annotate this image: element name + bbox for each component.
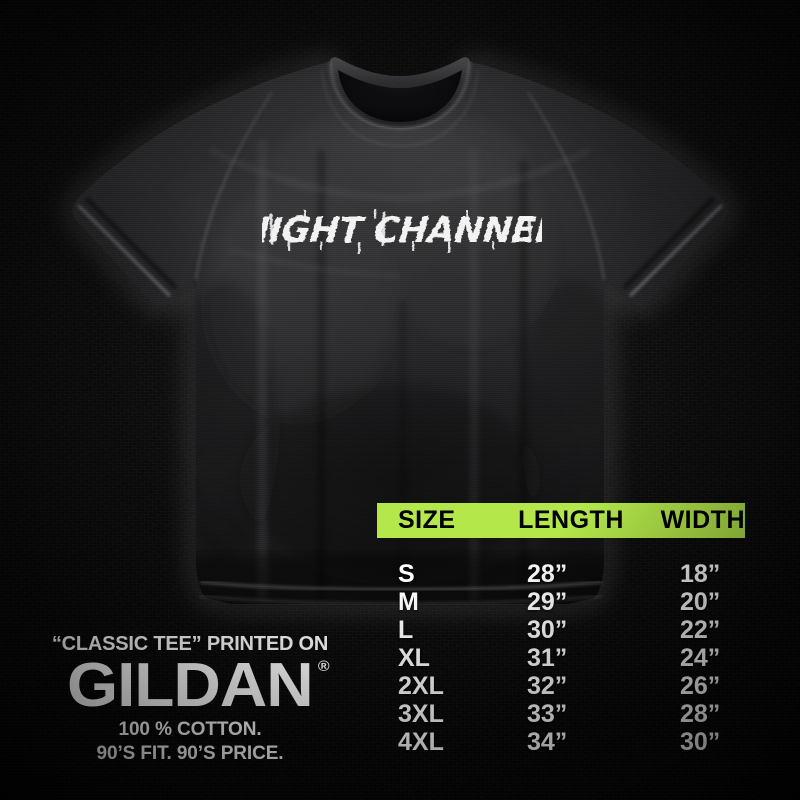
cell-width: 18” <box>680 560 721 588</box>
column-header-width: WIDTH <box>660 506 745 534</box>
table-row: 4XL 34” 30” <box>377 730 745 758</box>
cell-length: 33” <box>527 700 568 728</box>
cell-length: 34” <box>527 728 568 756</box>
size-chart: SIZE LENGTH WIDTH S 28” 18” M 29” 20” L … <box>377 503 745 758</box>
size-chart-header-bar: SIZE LENGTH WIDTH <box>377 503 745 538</box>
registered-trademark-icon: ® <box>318 658 330 675</box>
cell-length: 28” <box>527 560 568 588</box>
cell-length: 30” <box>527 616 568 644</box>
cell-width: 22” <box>680 616 721 644</box>
table-row: L 30” 22” <box>377 618 745 646</box>
cotton-detail-line: 100 % COTTON. <box>118 718 262 740</box>
table-row: S 28” 18” <box>377 562 745 590</box>
cell-length: 31” <box>527 644 568 672</box>
cell-size: XL <box>398 644 430 672</box>
cell-length: 32” <box>527 672 568 700</box>
column-header-length: LENGTH <box>518 506 624 534</box>
column-header-size: SIZE <box>398 506 456 534</box>
cell-width: 30” <box>680 728 721 756</box>
cell-width: 26” <box>680 672 721 700</box>
night-channels-logotype: NIGHT CHANNELS <box>262 209 542 254</box>
cell-width: 20” <box>680 588 721 616</box>
cell-size: 4XL <box>398 728 444 756</box>
gildan-logo-text: GILDAN <box>67 651 314 720</box>
table-row: 2XL 32” 26” <box>377 674 745 702</box>
cell-size: 3XL <box>398 700 444 728</box>
gildan-wordmark: GILDAN ® <box>67 655 330 717</box>
cell-length: 29” <box>527 588 568 616</box>
cell-width: 24” <box>680 644 721 672</box>
gildan-brand-block: “CLASSIC TEE” PRINTED ON GILDAN ® 100 % … <box>30 633 350 765</box>
cell-size: 2XL <box>398 672 444 700</box>
cell-size: S <box>398 560 415 588</box>
cell-width: 28” <box>680 700 721 728</box>
fit-price-detail-line: 90’S FIT. 90’S PRICE. <box>96 742 284 764</box>
cell-size: L <box>398 616 414 644</box>
table-row: XL 31” 24” <box>377 646 745 674</box>
cell-size: M <box>398 588 419 616</box>
table-row: M 29” 20” <box>377 590 745 618</box>
chest-print-night-channels: NIGHT CHANNELS <box>262 198 542 266</box>
size-chart-rows: S 28” 18” M 29” 20” L 30” 22” XL 31” 24”… <box>377 562 745 758</box>
table-row: 3XL 33” 28” <box>377 702 745 730</box>
